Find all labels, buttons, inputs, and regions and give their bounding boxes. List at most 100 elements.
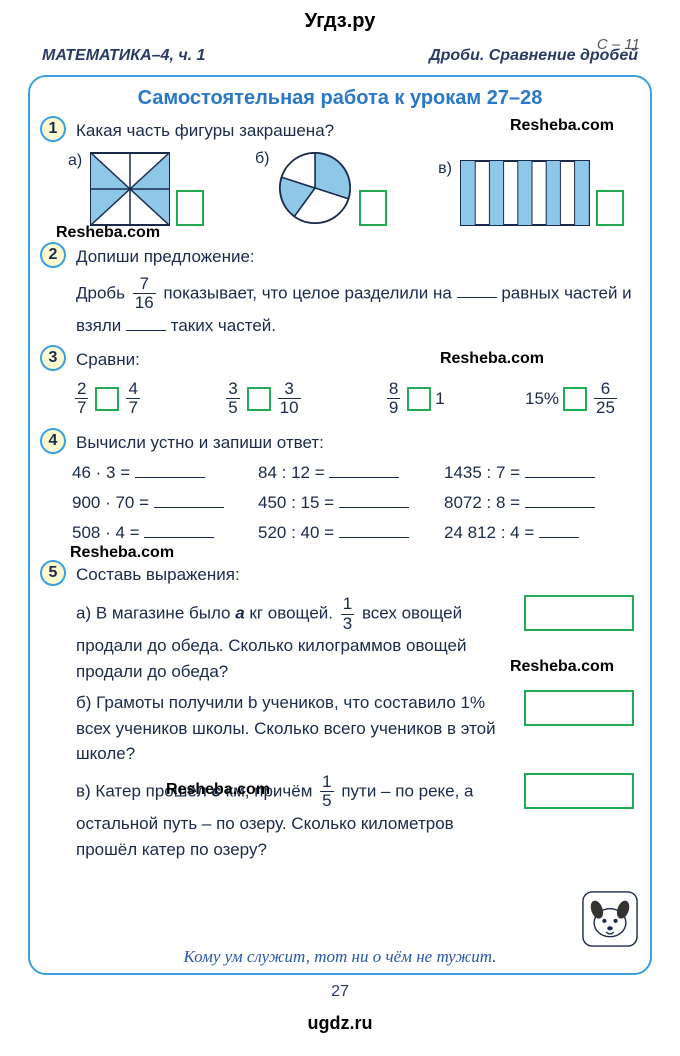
answer-box[interactable]: [524, 773, 634, 809]
text: Дробь: [76, 283, 130, 302]
fraction: 716: [133, 275, 156, 313]
watermark: Resheba.com: [166, 778, 270, 802]
blank[interactable]: [339, 494, 409, 508]
math-row: 900 · 70 = 450 : 15 = 8072 : 8 =: [72, 488, 634, 518]
blank[interactable]: [329, 464, 399, 478]
fraction: 27: [75, 380, 88, 418]
math-expr: 8072 : 8 =: [444, 493, 624, 513]
word-problem-c: в) Катер прошёл c км, причём 15 пути – п…: [76, 773, 634, 862]
fig-label: б): [255, 150, 270, 168]
denominator: 5: [320, 791, 333, 811]
denominator: 25: [594, 398, 617, 418]
numerator: 1: [322, 773, 331, 792]
numerator: 2: [77, 380, 86, 399]
numerator: 6: [601, 380, 610, 399]
math-row: 46 · 3 = 84 : 12 = 1435 : 7 =: [72, 458, 634, 488]
math-expr: 900 · 70 =: [72, 493, 252, 513]
page-number: 27: [0, 975, 680, 1001]
blank[interactable]: [339, 524, 409, 538]
answer-box[interactable]: [524, 690, 634, 726]
compare-item: 27 47: [72, 380, 143, 418]
answer-box[interactable]: [176, 190, 204, 226]
blank[interactable]: [144, 524, 214, 538]
denominator: 9: [387, 398, 400, 418]
math-grid: 46 · 3 = 84 : 12 = 1435 : 7 = 900 · 70 =…: [46, 456, 634, 548]
blank[interactable]: [525, 494, 595, 508]
watermark: Resheba.com: [510, 658, 614, 676]
task-4: 4 Вычисли устно и запиши ответ: 46 · 3 =…: [46, 430, 634, 548]
compare-item: 35 310: [223, 380, 303, 418]
numerator: 4: [128, 380, 137, 399]
site-footer: ugdz.ru: [0, 1001, 680, 1034]
blank[interactable]: [457, 284, 497, 298]
denominator: 7: [75, 398, 88, 418]
fraction: 310: [278, 380, 301, 418]
math-expr: 46 · 3 =: [72, 463, 252, 483]
compare-item: 15% 625: [525, 380, 620, 418]
figures-row: а) б): [46, 144, 634, 228]
watermark: Resheba.com: [70, 544, 174, 562]
watermark: Resheba.com: [440, 347, 544, 372]
answer-box[interactable]: [596, 190, 624, 226]
denominator: 7: [126, 398, 139, 418]
variable: a: [235, 603, 244, 622]
figure-b: б): [255, 150, 388, 226]
value: 1: [435, 389, 444, 409]
blank[interactable]: [126, 317, 166, 331]
task-number: 4: [40, 428, 66, 454]
dog-icon: [582, 891, 638, 947]
content-frame: Самостоятельная работа к урокам 27–28 1 …: [28, 75, 652, 975]
compare-box[interactable]: [247, 387, 271, 411]
page-code: С – 11: [597, 36, 640, 53]
numerator: 1: [343, 595, 352, 614]
site-header: Угдз.ру: [0, 0, 680, 33]
fraction: 13: [341, 595, 354, 633]
word-problem-b: б) Грамоты получили b учеников, что со­с…: [76, 690, 634, 767]
problem-text: в) Катер прошёл c км, причём 15 пути – п…: [76, 773, 514, 862]
blank[interactable]: [539, 524, 579, 538]
denominator: 16: [133, 293, 156, 313]
numerator: 3: [228, 380, 237, 399]
square-shape: [90, 152, 170, 226]
task-text: Какая часть фигуры закрашена?: [76, 121, 334, 140]
math-expr: 450 : 15 =: [258, 493, 438, 513]
blank[interactable]: [154, 494, 224, 508]
task-3: 3 Сравни: Resheba.com 27 47 35 310 89 1 …: [46, 347, 634, 422]
fraction: 47: [126, 380, 139, 418]
text: показывает, что целое разделили на: [163, 283, 456, 302]
math-expr: 84 : 12 =: [258, 463, 438, 483]
task-1: 1 Какая часть фигуры закрашена? Resheba.…: [46, 118, 634, 228]
answer-box[interactable]: [359, 190, 387, 226]
task-5: 5 Составь выражения: а) В магазине было …: [46, 562, 634, 862]
numerator: 7: [139, 275, 148, 294]
worksheet-title: Самостоятельная работа к урокам 27–28: [46, 87, 634, 110]
watermark: Resheba.com: [510, 114, 614, 139]
fig-label: в): [438, 160, 452, 178]
compare-box[interactable]: [563, 387, 587, 411]
blank[interactable]: [525, 464, 595, 478]
denominator: 10: [278, 398, 301, 418]
compare-box[interactable]: [407, 387, 431, 411]
answer-box[interactable]: [524, 595, 634, 631]
problem-text: б) Грамоты получили b учеников, что со­с…: [76, 690, 514, 767]
compare-item: 89 1: [384, 380, 445, 418]
numerator: 3: [284, 380, 293, 399]
denominator: 5: [226, 398, 239, 418]
quote: Кому ум служит, тот ни о чём не тужит.: [30, 947, 650, 967]
compare-box[interactable]: [95, 387, 119, 411]
watermark: Resheba.com: [56, 224, 160, 242]
value: 15%: [525, 389, 559, 409]
task-text: Сравни:: [76, 350, 140, 369]
fraction: 35: [226, 380, 239, 418]
blank[interactable]: [135, 464, 205, 478]
denominator: 3: [341, 614, 354, 634]
math-expr: 24 812 : 4 =: [444, 523, 624, 543]
bars-shape: [460, 160, 590, 226]
figure-a: а): [68, 152, 204, 226]
task-text: Вычисли устно и запиши ответ:: [76, 433, 324, 452]
task-text: Допиши предложение:: [76, 244, 634, 270]
fraction: 15: [320, 773, 333, 811]
fig-label: а): [68, 152, 82, 170]
sentence: Дробь 716 показывает, что целое разделил…: [76, 275, 634, 340]
math-expr: 520 : 40 =: [258, 523, 438, 543]
